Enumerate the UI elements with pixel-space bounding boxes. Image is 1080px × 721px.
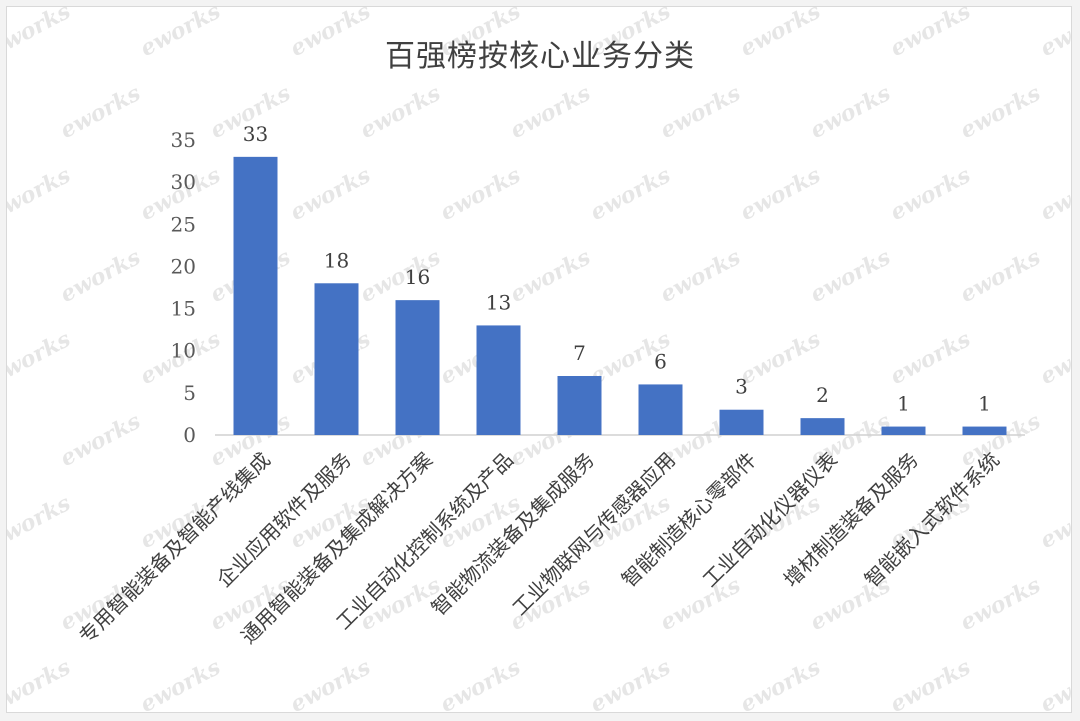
bar xyxy=(233,156,278,435)
data-label: 16 xyxy=(405,265,430,289)
data-label: 33 xyxy=(243,122,268,146)
chart-frame: eworks eworks eworks eworks eworks eworks ewor… xyxy=(6,6,1072,713)
bar xyxy=(719,409,764,435)
data-label: 7 xyxy=(573,341,586,365)
y-tick-label: 15 xyxy=(171,297,196,321)
x-tick-label: 增材制造装备及服务 xyxy=(779,448,923,592)
y-tick-label: 25 xyxy=(171,212,196,236)
x-tick-label: 智能制造核心零部件 xyxy=(617,448,761,592)
x-tick-label: 智能物流装备及集成服务 xyxy=(427,448,600,621)
y-tick-label: 5 xyxy=(183,381,196,405)
y-tick-label: 10 xyxy=(171,339,196,363)
x-tick-label: 企业应用软件及服务 xyxy=(212,448,356,592)
bar xyxy=(881,426,926,435)
bar xyxy=(557,376,602,435)
y-tick-label: 30 xyxy=(171,170,196,194)
data-label: 18 xyxy=(324,248,349,272)
bar xyxy=(638,384,683,435)
y-tick-label: 0 xyxy=(183,423,196,447)
y-tick-label: 35 xyxy=(171,128,196,152)
x-tick-label: 工业物联网与传感器应用 xyxy=(508,448,681,621)
bar xyxy=(395,300,440,435)
chart-title: 百强榜按核心业务分类 xyxy=(385,39,695,74)
data-label: 1 xyxy=(978,392,991,416)
bar xyxy=(476,325,521,435)
data-label: 6 xyxy=(654,349,667,373)
x-tick-label: 智能嵌入式软件系统 xyxy=(860,448,1004,592)
bar xyxy=(800,418,845,435)
data-label: 3 xyxy=(735,375,748,399)
data-label: 1 xyxy=(897,392,910,416)
data-label: 13 xyxy=(486,290,511,314)
y-tick-label: 20 xyxy=(171,254,196,278)
bar xyxy=(962,426,1007,435)
x-tick-label: 工业自动化仪器仪表 xyxy=(698,448,842,592)
data-label: 2 xyxy=(816,383,829,407)
bar xyxy=(314,283,359,435)
